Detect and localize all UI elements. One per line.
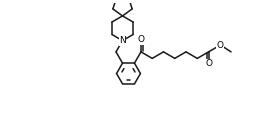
Text: O: O [125,0,132,2]
Text: N: N [119,36,126,45]
Text: O: O [113,0,120,2]
Text: O: O [137,35,144,44]
Text: O: O [217,41,224,50]
Text: O: O [205,59,212,68]
